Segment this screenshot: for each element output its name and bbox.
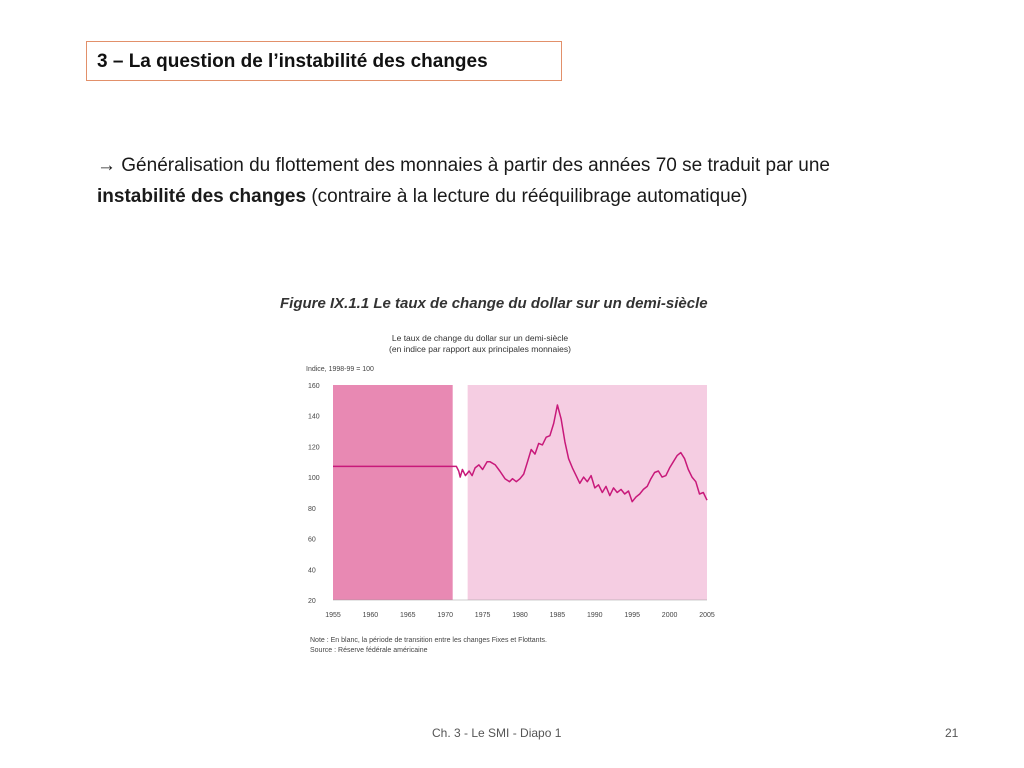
- x-tick-label: 1965: [400, 612, 416, 619]
- y-axis-label: Indice, 1998-99 = 100: [306, 366, 374, 373]
- chart-note: Note : En blanc, la période de transitio…: [310, 637, 547, 644]
- x-tick-label: 1985: [550, 612, 566, 619]
- x-tick-label: 1980: [512, 612, 528, 619]
- x-tick-label: 1960: [363, 612, 379, 619]
- shaded-period-floating: [467, 385, 707, 600]
- chart-subtitle: Le taux de change du dollar sur un demi-…: [330, 333, 630, 355]
- x-tick-label: 1975: [475, 612, 491, 619]
- y-tick-label: 80: [308, 506, 316, 513]
- y-tick-label: 20: [308, 598, 316, 605]
- slide-body-text: → Généralisation du flottement des monna…: [97, 150, 837, 212]
- body-text-part1: Généralisation du flottement des monnaie…: [116, 155, 830, 176]
- y-tick-label: 140: [308, 414, 320, 421]
- x-tick-label: 1970: [437, 612, 453, 619]
- footer-label: Ch. 3 - Le SMI - Diapo 1: [432, 726, 562, 740]
- y-tick-label: 40: [308, 567, 316, 574]
- chart-source: Source : Réserve fédérale américaine: [310, 647, 428, 654]
- x-tick-label: 2005: [699, 612, 715, 619]
- chart-notes: Note : En blanc, la période de transitio…: [310, 636, 547, 656]
- y-tick-label: 120: [308, 444, 320, 451]
- dollar-index-line: [333, 404, 708, 503]
- shaded-period-fixed: [333, 385, 453, 600]
- slide-title-box: 3 – La question de l’instabilité des cha…: [86, 41, 562, 81]
- exchange-rate-chart: Indice, 1998-99 = 100 20 40 60 80 100 120 140 16…: [306, 366, 715, 619]
- page-number: 21: [945, 726, 959, 740]
- x-tick-label: 1995: [624, 612, 640, 619]
- y-tick-label: 60: [308, 537, 316, 544]
- figure-title: Figure IX.1.1 Le taux de change du dolla…: [280, 295, 708, 312]
- chart-subtitle-line1: Le taux de change du dollar sur un demi-…: [391, 333, 569, 343]
- arrow-icon: →: [97, 155, 116, 176]
- chart-subtitle-line2: (en indice par rapport aux principales m…: [389, 344, 571, 354]
- body-text-bold: instabilité des changes: [97, 186, 307, 207]
- x-tick-label: 1955: [325, 612, 341, 619]
- body-text-part2: (contraire à la lecture du rééquilibrage…: [306, 186, 748, 207]
- y-tick-label: 160: [308, 383, 320, 390]
- y-tick-label: 100: [308, 475, 320, 482]
- slide-title: 3 – La question de l’instabilité des cha…: [97, 51, 488, 72]
- x-tick-label: 1990: [587, 612, 603, 619]
- x-tick-label: 2000: [662, 612, 678, 619]
